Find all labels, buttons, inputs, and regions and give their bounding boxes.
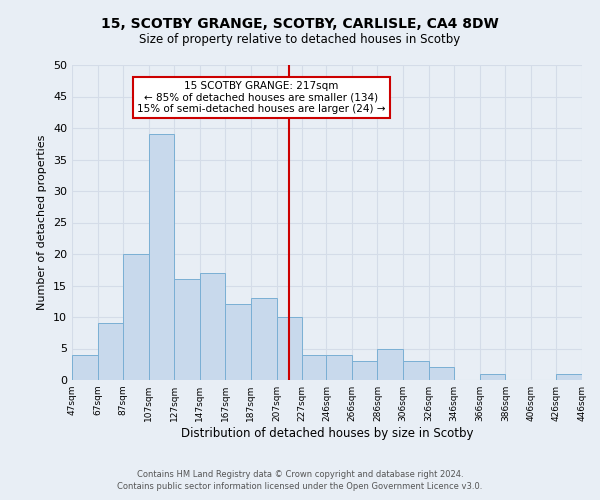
Bar <box>174 279 200 380</box>
X-axis label: Distribution of detached houses by size in Scotby: Distribution of detached houses by size … <box>181 427 473 440</box>
Bar <box>226 304 251 380</box>
Bar <box>403 361 428 380</box>
Bar <box>200 273 226 380</box>
Bar <box>277 317 302 380</box>
Bar <box>480 374 505 380</box>
Bar <box>98 324 123 380</box>
Text: 15, SCOTBY GRANGE, SCOTBY, CARLISLE, CA4 8DW: 15, SCOTBY GRANGE, SCOTBY, CARLISLE, CA4… <box>101 18 499 32</box>
Bar <box>556 374 582 380</box>
Bar <box>302 355 326 380</box>
Bar <box>352 361 377 380</box>
Bar <box>123 254 149 380</box>
Text: Size of property relative to detached houses in Scotby: Size of property relative to detached ho… <box>139 32 461 46</box>
Bar <box>251 298 277 380</box>
Text: 15 SCOTBY GRANGE: 217sqm
← 85% of detached houses are smaller (134)
15% of semi-: 15 SCOTBY GRANGE: 217sqm ← 85% of detach… <box>137 80 385 114</box>
Text: Contains public sector information licensed under the Open Government Licence v3: Contains public sector information licen… <box>118 482 482 491</box>
Bar <box>149 134 174 380</box>
Bar <box>72 355 98 380</box>
Text: Contains HM Land Registry data © Crown copyright and database right 2024.: Contains HM Land Registry data © Crown c… <box>137 470 463 479</box>
Bar <box>326 355 352 380</box>
Y-axis label: Number of detached properties: Number of detached properties <box>37 135 47 310</box>
Bar <box>428 368 454 380</box>
Bar <box>377 348 403 380</box>
